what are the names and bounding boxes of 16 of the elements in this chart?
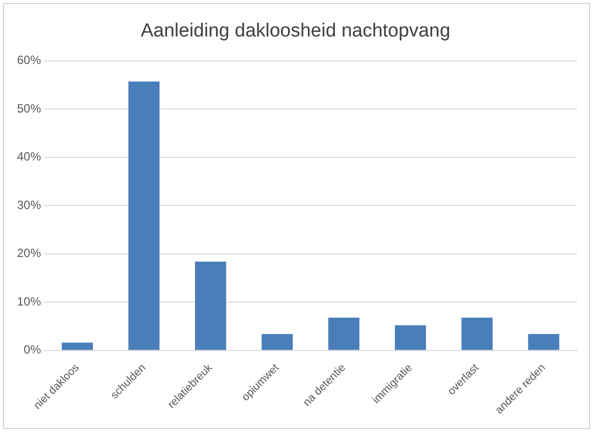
chart-title: Aanleiding dakloosheid nachtopvang [140,20,450,42]
y-tick-label: 50% [16,101,42,116]
bar [394,325,426,350]
y-tick-label: 60% [16,53,42,68]
bar [128,82,160,350]
bar [461,318,493,350]
bar [528,334,560,350]
bar [262,334,293,350]
bar [195,262,226,350]
y-tick-label: 30% [16,198,42,212]
y-tick-label: 0% [24,342,42,357]
bar [62,342,93,350]
bar [328,318,360,350]
y-tick-label: 20% [16,246,42,260]
y-tick-label: 10% [16,294,42,308]
y-tick-label: 40% [16,150,42,164]
